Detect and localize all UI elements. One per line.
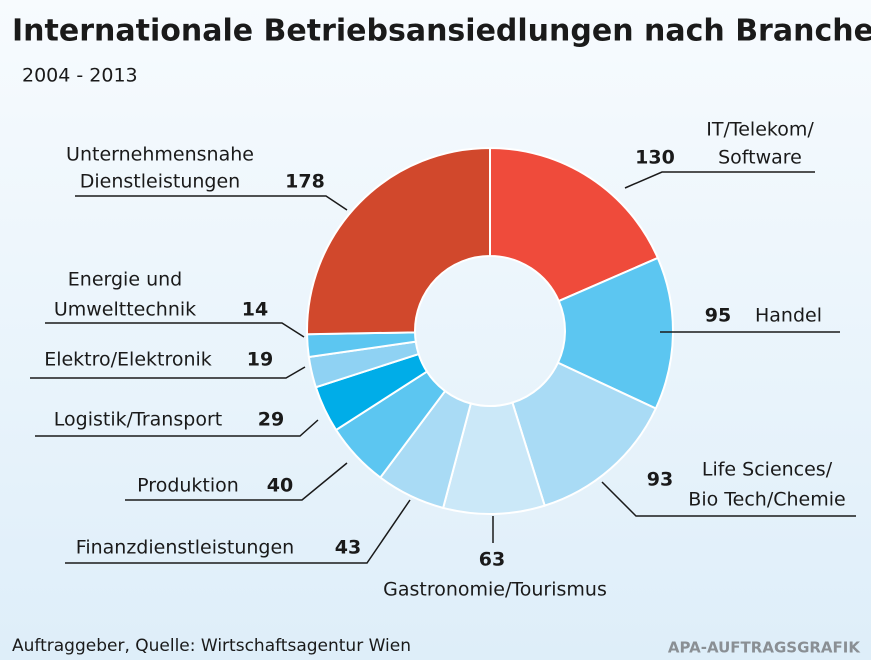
value-label: 93 <box>647 469 673 491</box>
chart-title: Internationale Betriebsansiedlungen nach… <box>12 14 871 49</box>
value-label: 40 <box>267 475 293 497</box>
credit: APA-AUFTRAGSGRAFIK <box>668 639 861 657</box>
category-label: Elektro/Elektronik <box>44 349 212 371</box>
plot: 130 IT/Telekom/Software 95 Handel 93 Life Sci… <box>30 119 856 601</box>
category-label: Life Sciences/ <box>702 459 833 481</box>
category-label: Energie und <box>68 269 182 291</box>
value-label: 14 <box>242 299 268 321</box>
category-label: Handel <box>755 305 822 327</box>
leader-line <box>30 366 306 379</box>
value-label: 95 <box>705 305 731 327</box>
value-label: 178 <box>285 171 325 193</box>
leader-line <box>125 462 348 501</box>
category-label: Produktion <box>137 475 239 497</box>
value-label: 130 <box>635 147 675 169</box>
leader-line <box>75 195 348 211</box>
leader-line <box>601 481 856 517</box>
value-label: 63 <box>479 549 505 571</box>
value-label: 19 <box>247 349 273 371</box>
category-label: Software <box>718 147 802 169</box>
category-label: Dienstleistungen <box>80 171 240 193</box>
category-label: IT/Telekom/ <box>706 119 814 141</box>
category-label: Gastronomie/Tourismus <box>383 579 607 601</box>
donut-slice <box>511 361 658 507</box>
donut-slice <box>489 146 660 303</box>
category-label: Logistik/Transport <box>54 409 222 431</box>
category-label: Finanzdienstleistungen <box>76 537 294 559</box>
donut-slice <box>556 256 674 410</box>
category-label: Bio Tech/Chemie <box>688 489 845 511</box>
leader-line <box>624 171 815 189</box>
donut-slice <box>306 146 491 336</box>
subtitle: 2004 - 2013 <box>22 65 138 87</box>
value-label: 29 <box>258 409 284 431</box>
leader-line <box>65 499 411 564</box>
leader-line <box>35 419 319 437</box>
category-label: Umwelttechnik <box>54 299 196 321</box>
value-label: 43 <box>335 537 361 559</box>
leader-line <box>45 322 305 338</box>
category-label: Unternehmensnahe <box>66 144 254 166</box>
source: Auftraggeber, Quelle: Wirtschaftsagentur… <box>12 636 411 656</box>
